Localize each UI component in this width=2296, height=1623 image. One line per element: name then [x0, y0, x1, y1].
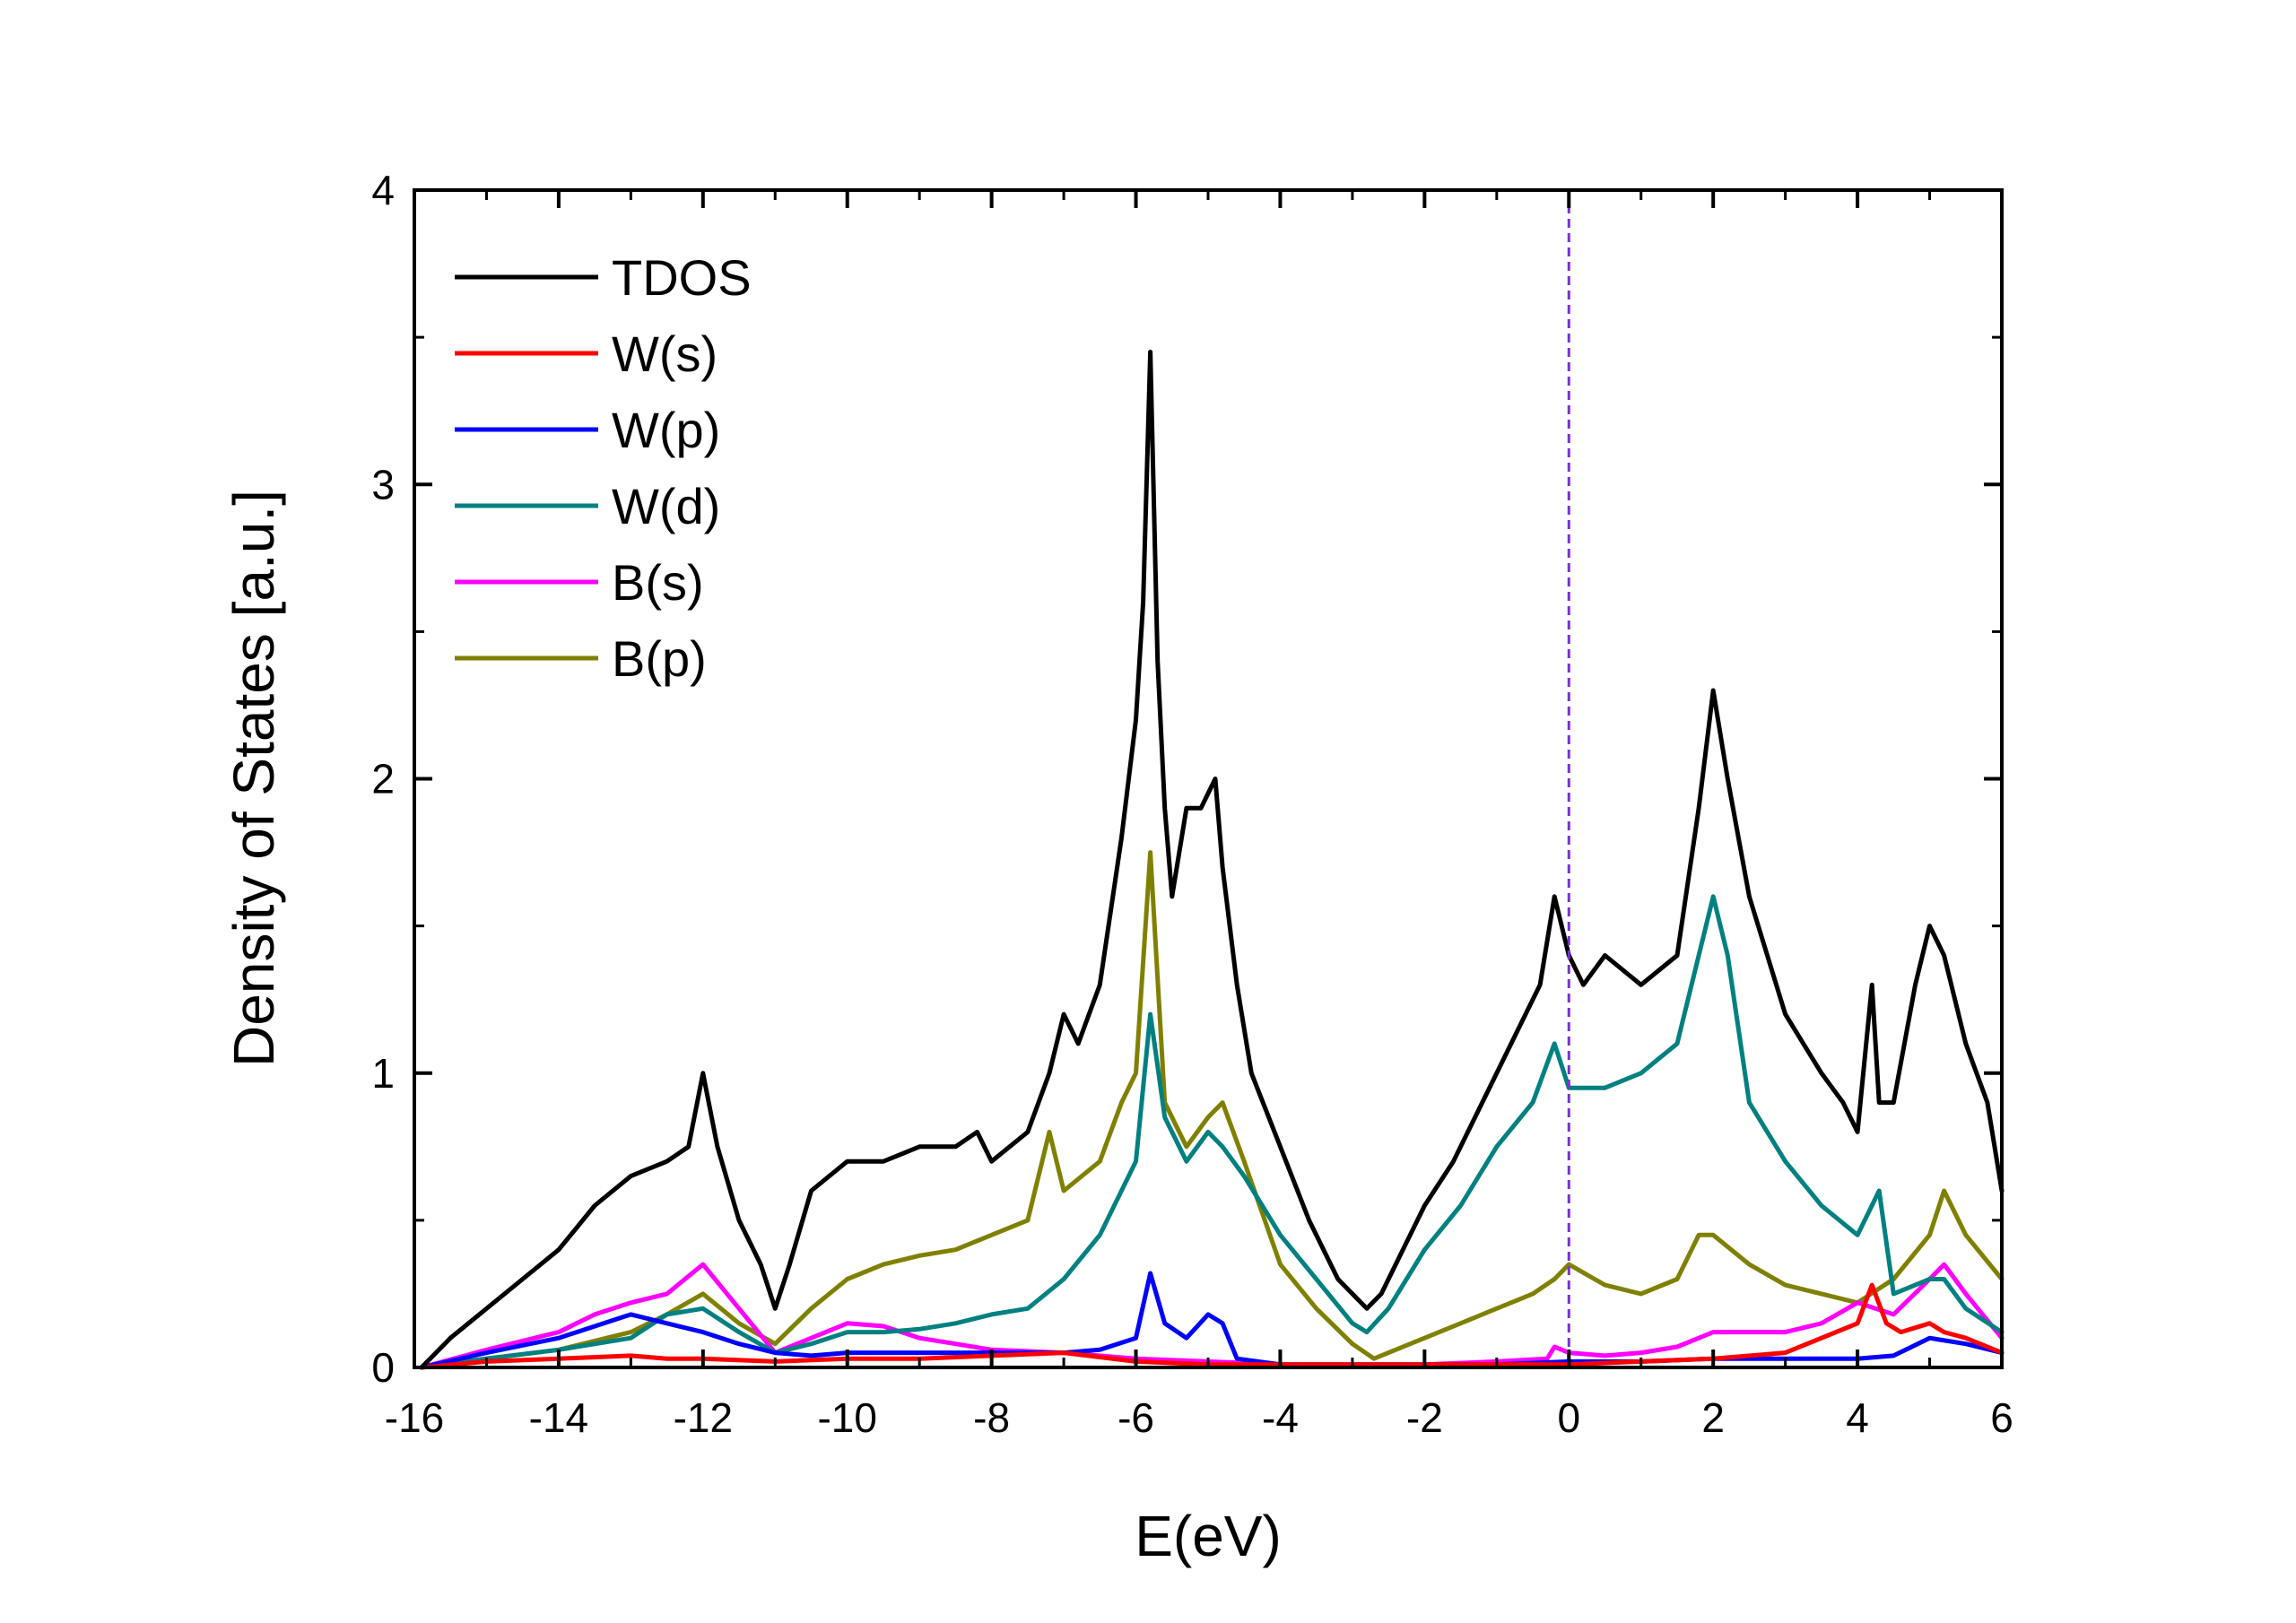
legend-label: B(p)	[612, 630, 707, 687]
x-tick-label: -16	[385, 1394, 444, 1441]
y-tick-label: 4	[371, 167, 395, 213]
legend-label: TDOS	[612, 249, 752, 306]
y-axis-title: Density of States [a.u.]	[222, 490, 286, 1067]
legend: TDOS W(s) W(p) W(d) B(s) B(p)	[455, 249, 752, 687]
series-line-w-d	[419, 894, 2005, 1370]
y-tick-label: 0	[371, 1344, 395, 1391]
series-line-w-p	[419, 1271, 2005, 1370]
legend-label: B(s)	[612, 554, 704, 611]
x-tick-label: -8	[973, 1394, 1010, 1441]
series-layer	[419, 350, 2005, 1370]
series-line-b-p	[419, 850, 2005, 1370]
series-line-w-s	[419, 1282, 2005, 1370]
x-tick-label: -4	[1262, 1394, 1299, 1441]
x-axis-title: E(eV)	[1135, 1504, 1282, 1568]
x-tick-label: -10	[817, 1394, 876, 1441]
y-tick-label: 3	[371, 461, 395, 508]
x-tick-label: 0	[1557, 1394, 1580, 1441]
x-tick-label: -6	[1118, 1394, 1154, 1441]
x-tick-label: 4	[1846, 1394, 1869, 1441]
y-tick-label: 1	[371, 1050, 395, 1097]
tick-layer: -16 -14 -12 -10 -8 -6 -4 -2 0 2 4 6 0 1 2 3 4	[371, 167, 2013, 1441]
x-tick-label: -14	[529, 1394, 588, 1441]
x-tick-label: 2	[1701, 1394, 1725, 1441]
y-tick-label: 2	[371, 756, 395, 803]
legend-label: W(d)	[612, 478, 720, 534]
x-tick-label: 6	[1990, 1394, 2013, 1441]
series-line-tdos	[419, 350, 2005, 1370]
x-tick-label: -12	[674, 1394, 733, 1441]
legend-label: W(p)	[612, 402, 720, 458]
legend-label: W(s)	[612, 325, 718, 382]
x-tick-label: -2	[1406, 1394, 1443, 1441]
